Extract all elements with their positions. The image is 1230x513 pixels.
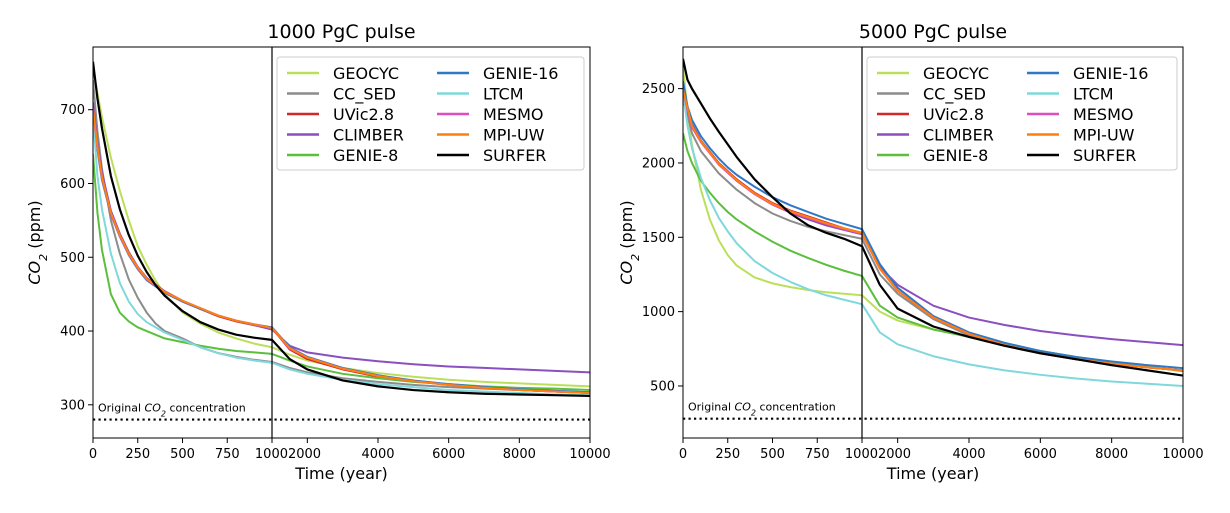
x-tick-label: 4000 (361, 447, 394, 462)
series-line-genie-16 (683, 81, 1183, 370)
legend-item: MPI-UW (437, 126, 545, 145)
axes-frame (682, 46, 1184, 439)
legend-item: GEOCYC (877, 64, 989, 83)
legend-item: MESMO (437, 105, 543, 124)
chart-title: 1000 PgC pulse (267, 21, 415, 43)
y-tick-label: 2500 (642, 82, 675, 97)
x-tick-label: 10000 (1162, 447, 1203, 462)
legend-label: LTCM (483, 85, 524, 104)
legend-label: MESMO (483, 105, 543, 124)
series-line-surfer (683, 58, 1183, 377)
legend-item: SURFER (1027, 146, 1136, 165)
legend-label: LTCM (1073, 85, 1114, 104)
y-tick-label: 400 (60, 325, 85, 340)
legend-label: GEOCYC (923, 64, 989, 83)
x-tick-label: 8000 (503, 447, 536, 462)
chart-title: 5000 PgC pulse (859, 21, 1007, 43)
y-axis-label: CO2 (ppm) (25, 200, 50, 284)
legend-item: MPI-UW (1027, 126, 1135, 145)
series-lines (93, 61, 590, 398)
x-tick-label: 8000 (1095, 447, 1128, 462)
baseline-annotation: Original CO2 concentration (98, 402, 246, 419)
y-tick-label: 300 (60, 398, 85, 413)
legend-label: GEOCYC (333, 64, 399, 83)
legend-item: LTCM (1027, 85, 1114, 104)
x-axis-label: Time (year) (294, 464, 387, 483)
legend-label: UVic2.8 (333, 105, 394, 124)
legend-box (276, 56, 585, 171)
x-tick-label: 10002000 (845, 447, 911, 462)
legend-label: GENIE-8 (923, 146, 988, 165)
chart-panel-2: 5000 PgC pulse Original CO2 concentration… (617, 21, 1204, 483)
legend-label: GENIE-8 (333, 146, 398, 165)
y-tick-label: 500 (650, 379, 675, 394)
series-line-geocyc (93, 68, 590, 388)
x-tick-label: 250 (125, 447, 150, 462)
x-tick-label: 4000 (952, 447, 985, 462)
x-tick-label: 6000 (1024, 447, 1057, 462)
y-tick-label: 500 (60, 251, 85, 266)
x-tick-label: 500 (170, 447, 195, 462)
x-tick-label: 0 (89, 447, 97, 462)
y-tick-label: 2000 (642, 156, 675, 171)
legend-item: CLIMBER (287, 126, 404, 145)
legend-label: UVic2.8 (923, 105, 984, 124)
legend-item: LTCM (437, 85, 524, 104)
legend-item: GEOCYC (287, 64, 399, 83)
y-tick-label: 700 (60, 103, 85, 118)
x-tick-label: 250 (715, 447, 740, 462)
series-line-surfer (93, 61, 590, 398)
y-axis-label: CO2 (ppm) (617, 200, 642, 284)
legend-item: GENIE-8 (287, 146, 398, 165)
legend-label: MPI-UW (1073, 126, 1135, 145)
legend-item: CC_SED (287, 85, 396, 105)
x-tick-label: 0 (679, 447, 687, 462)
y-tick-label: 1000 (642, 305, 675, 320)
legend-item: SURFER (437, 146, 546, 165)
legend-label: CC_SED (333, 85, 396, 105)
legend-label: GENIE-16 (1073, 64, 1148, 83)
legend-item: MESMO (1027, 105, 1133, 124)
series-line-genie-8 (93, 153, 590, 392)
legend-label: MESMO (1073, 105, 1133, 124)
series-lines (683, 58, 1183, 387)
legend-item: GENIE-16 (437, 64, 558, 83)
legend-item: GENIE-16 (1027, 64, 1148, 83)
legend-label: CC_SED (923, 85, 986, 105)
legend-box (866, 56, 1178, 171)
y-tick-label: 1500 (642, 231, 675, 246)
legend-item: CLIMBER (877, 126, 994, 145)
legend-item: UVic2.8 (877, 105, 984, 124)
series-line-mpi-uw (93, 108, 590, 394)
legend-label: MPI-UW (483, 126, 545, 145)
legend-label: GENIE-16 (483, 64, 558, 83)
legend-item: UVic2.8 (287, 105, 394, 124)
legend-label: CLIMBER (333, 126, 404, 145)
legend-item: CC_SED (877, 85, 986, 105)
x-tick-label: 750 (215, 447, 240, 462)
series-line-ltcm (683, 91, 1183, 387)
x-tick-label: 10002000 (255, 447, 321, 462)
x-tick-label: 500 (760, 447, 785, 462)
series-line-ltcm (93, 117, 590, 397)
x-tick-label: 750 (805, 447, 830, 462)
chart-panel-1: 1000 PgC pulse Original CO2 concentration… (25, 21, 611, 483)
axes-frame (92, 46, 591, 439)
legend-label: CLIMBER (923, 126, 994, 145)
baseline-annotation: Original CO2 concentration (688, 401, 836, 418)
legend-item: GENIE-8 (877, 146, 988, 165)
x-tick-label: 6000 (432, 447, 465, 462)
legend-label: SURFER (1073, 146, 1136, 165)
legend-label: SURFER (483, 146, 546, 165)
x-tick-label: 10000 (569, 447, 610, 462)
y-tick-label: 600 (60, 177, 85, 192)
x-axis-label: Time (year) (886, 464, 979, 483)
